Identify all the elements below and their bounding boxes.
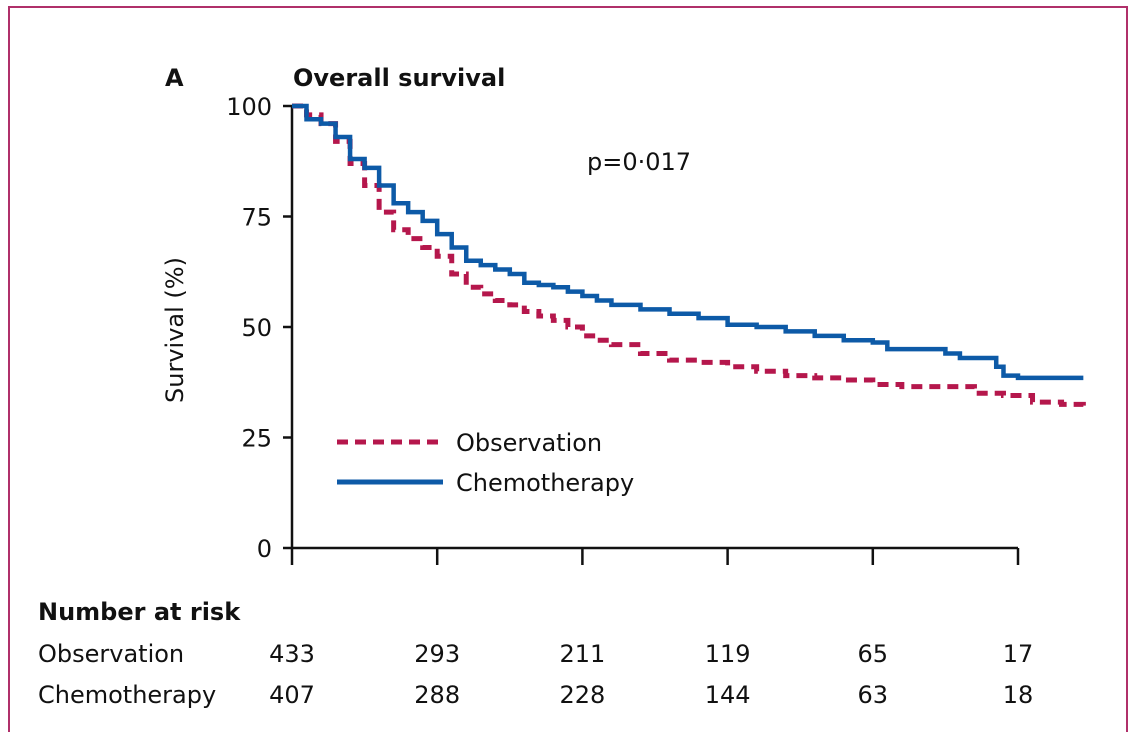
risk-value-chemotherapy: 144 xyxy=(705,681,751,709)
risk-value-observation: 17 xyxy=(1003,640,1034,668)
risk-value-observation: 65 xyxy=(858,640,889,668)
risk-value-chemotherapy: 63 xyxy=(858,681,889,709)
panel-label: A xyxy=(165,64,184,92)
y-tick-label: 25 xyxy=(241,425,272,453)
y-tick-label: 50 xyxy=(241,314,272,342)
p-value-annotation: p=0·017 xyxy=(587,148,691,176)
y-tick-label: 75 xyxy=(241,204,272,232)
risk-value-chemotherapy: 407 xyxy=(269,681,315,709)
risk-value-observation: 293 xyxy=(414,640,460,668)
y-tick-label: 100 xyxy=(226,93,272,121)
axes: 0 25 50 75 100 xyxy=(226,93,1020,565)
risk-values: 433 293 211 119 65 17 407 288 228 144 63 18 xyxy=(269,640,1033,709)
legend: Observation Chemotherapy xyxy=(337,429,634,497)
risk-value-chemotherapy: 288 xyxy=(414,681,460,709)
risk-table-heading: Number at risk xyxy=(38,598,241,626)
series-line-chemotherapy xyxy=(292,103,1084,381)
y-axis-label: Survival (%) xyxy=(161,257,189,403)
risk-row-label-observation: Observation xyxy=(38,640,184,668)
risk-row-label-chemotherapy: Chemotherapy xyxy=(38,681,216,709)
risk-value-observation: 119 xyxy=(705,640,751,668)
series-layer xyxy=(292,103,1086,407)
legend-chemotherapy-label: Chemotherapy xyxy=(456,469,634,497)
legend-observation-label: Observation xyxy=(456,429,602,457)
risk-value-observation: 433 xyxy=(269,640,315,668)
chart-title: Overall survival xyxy=(293,64,505,92)
risk-value-observation: 211 xyxy=(559,640,605,668)
y-tick-label: 0 xyxy=(257,535,272,563)
series-line-observation xyxy=(292,103,1086,407)
figure-frame xyxy=(8,6,1128,732)
risk-value-chemotherapy: 18 xyxy=(1003,681,1034,709)
risk-table: Number at risk Observation Chemotherapy … xyxy=(38,598,1033,709)
risk-value-chemotherapy: 228 xyxy=(559,681,605,709)
